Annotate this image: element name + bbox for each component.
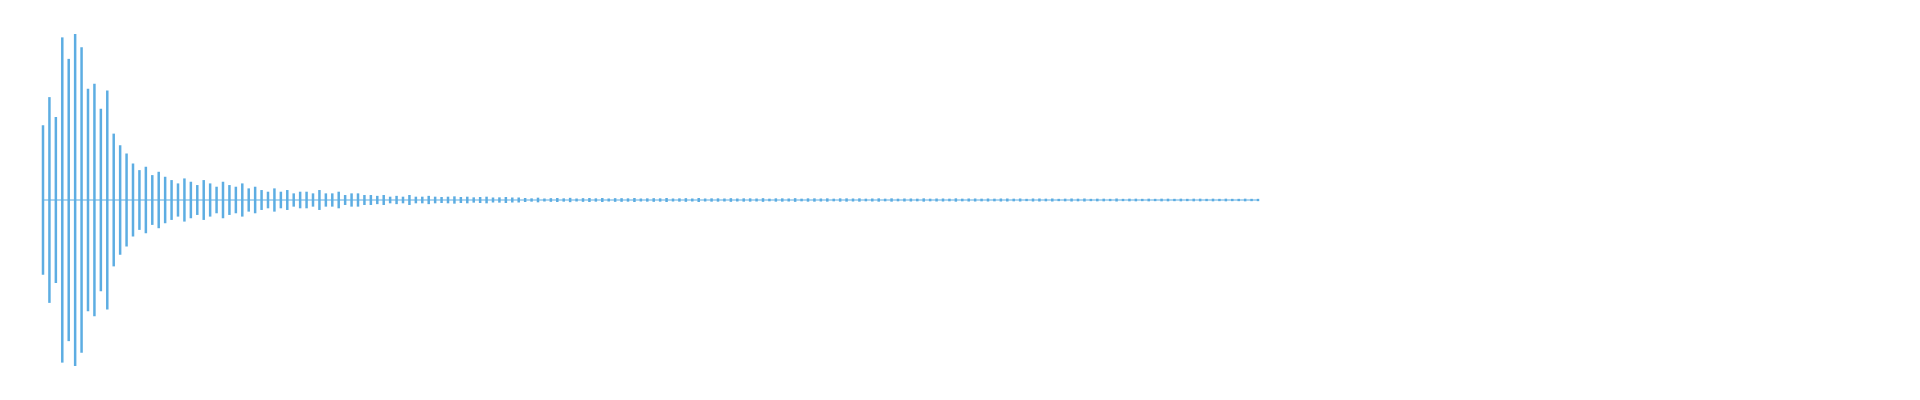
waveform-view bbox=[41, 34, 1260, 366]
page: (() => { const data = JSON.parse(documen… bbox=[41, 34, 1260, 366]
